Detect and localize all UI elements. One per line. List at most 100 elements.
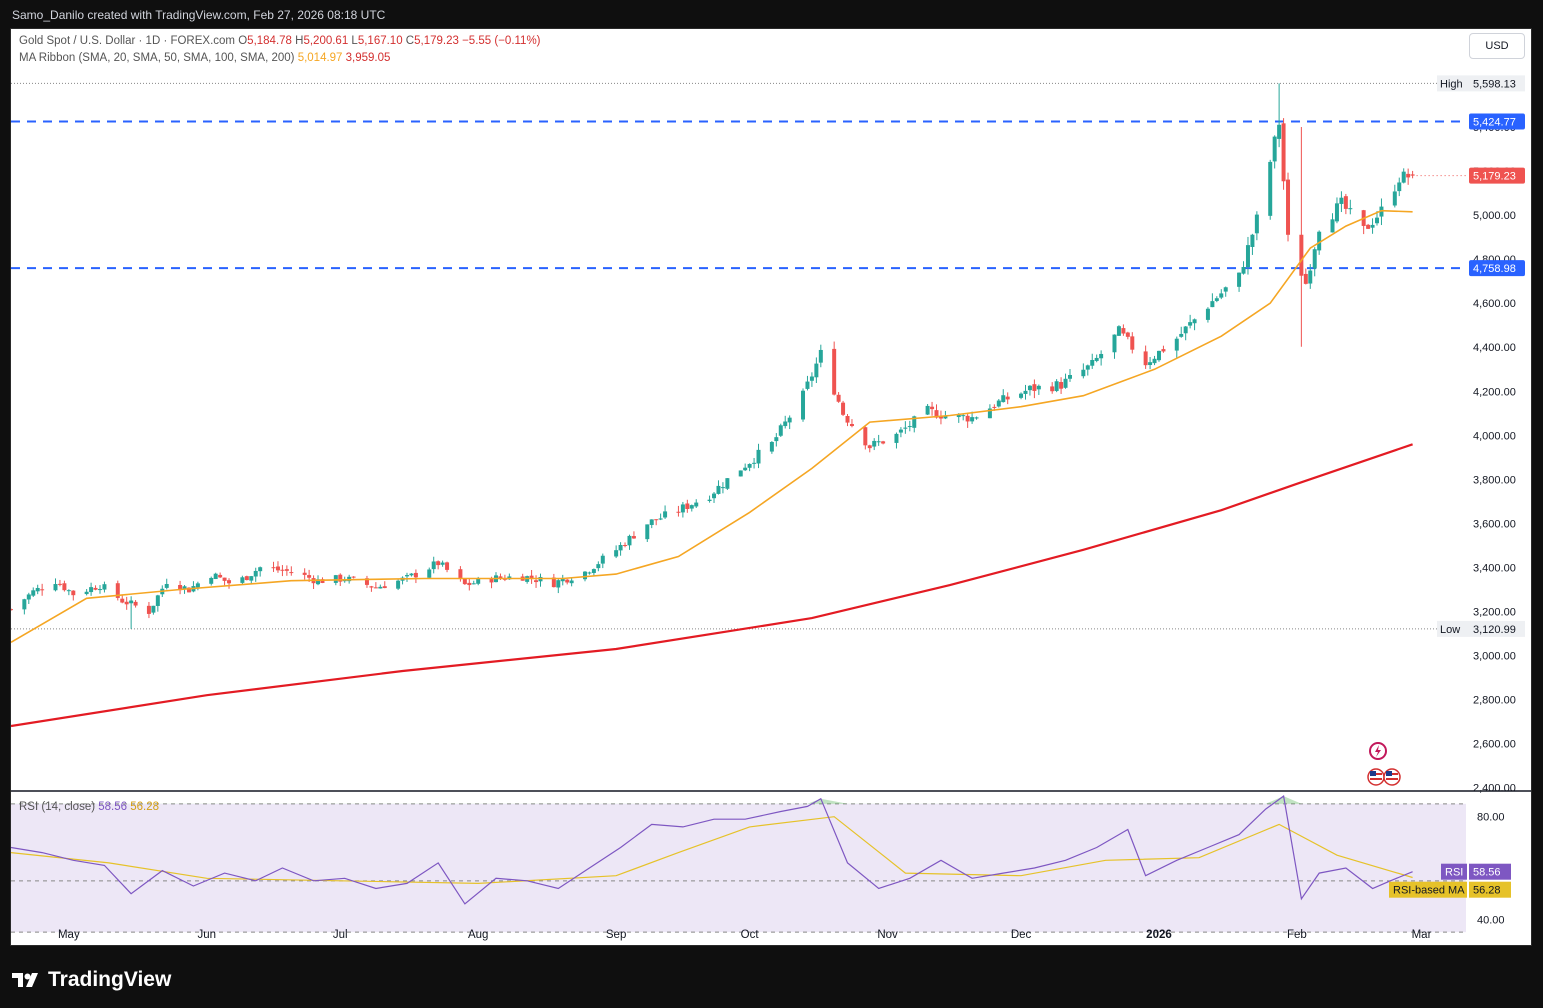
candle-body [832, 348, 837, 395]
rsi-value-label: 58.56 [1473, 867, 1501, 879]
candle-body [685, 503, 690, 510]
candle-body [307, 575, 312, 578]
candle-body [614, 550, 619, 557]
time-axis-label: Jul [333, 929, 348, 941]
candle-body [66, 590, 71, 592]
candle-body [102, 584, 107, 590]
rsi-line [11, 795, 1413, 905]
candle-body [1210, 301, 1215, 308]
candle-body [752, 462, 757, 464]
rsi-overbought-fill [11, 796, 1413, 804]
candle-body [1254, 214, 1259, 234]
candle-body [445, 562, 450, 570]
candle-body [186, 587, 191, 593]
candle-body [458, 569, 463, 579]
candle-body [992, 406, 997, 408]
candle-body [1205, 308, 1210, 320]
time-axis-label: Dec [1011, 929, 1032, 941]
candle-body [689, 505, 694, 509]
candle-body [1299, 234, 1304, 276]
open-label: O [238, 35, 248, 47]
candle-body [907, 426, 912, 428]
candle-body [342, 580, 347, 582]
candle-body [31, 590, 36, 596]
tradingview-logo[interactable]: TradingView [12, 968, 171, 992]
candle-body [738, 470, 743, 477]
candle-body [658, 518, 663, 520]
candle-body [431, 561, 436, 570]
candle-body [1370, 224, 1375, 228]
price-tick-label: 3,000.00 [1473, 651, 1516, 663]
candle-body [849, 424, 854, 427]
candle-body [62, 583, 67, 591]
ma-title: MA Ribbon (SMA, 20, SMA, 50, SMA, 100, S… [19, 52, 295, 64]
change-value: −5.55 (−0.11%) [462, 35, 541, 47]
candle-body [1339, 197, 1344, 204]
event-icons[interactable] [1366, 741, 1402, 791]
candle-body [1281, 123, 1286, 182]
candle-body [930, 406, 935, 410]
us-flag-icon-2[interactable] [1383, 768, 1401, 786]
rsi-ma-name-label: RSI-based MA [1393, 885, 1465, 897]
candle-body [146, 605, 151, 614]
candle-body [258, 567, 263, 572]
rsi-ma-value-tag [1469, 881, 1511, 898]
currency-button[interactable]: USD [1469, 33, 1525, 59]
level-value-resistance: 5,424.77 [1473, 117, 1516, 129]
extreme-value-tag-High [1469, 75, 1525, 92]
low-label: L [351, 35, 358, 47]
candle-body [894, 433, 899, 443]
rsi-band [11, 803, 1466, 933]
candle-body [569, 580, 574, 584]
candle-body [965, 415, 970, 422]
candle-body [1268, 161, 1273, 216]
candle-body [934, 410, 939, 418]
extreme-value-Low: 3,120.99 [1473, 624, 1516, 636]
candle-body [133, 601, 138, 606]
candle-body [97, 589, 102, 591]
time-axis-label: Oct [741, 929, 760, 941]
candle-body [1366, 224, 1371, 229]
candle-body [1063, 378, 1068, 388]
candle-body [716, 485, 721, 494]
last-price-tag [1469, 167, 1525, 184]
us-flag-icon[interactable] [1367, 768, 1385, 786]
candle-body [783, 421, 788, 427]
candle-body [1067, 375, 1072, 379]
candle-body [1214, 298, 1219, 301]
candle-body [1241, 267, 1246, 274]
candle-body [663, 511, 668, 518]
candle-body [1161, 349, 1166, 352]
candle-body [912, 416, 917, 428]
candle-body [1005, 396, 1010, 400]
extreme-name-Low: Low [1440, 624, 1460, 636]
candle-body [253, 570, 258, 577]
candle-body [275, 566, 280, 571]
candle-body [743, 467, 748, 471]
candle-body [1156, 350, 1161, 361]
ma-fast-value: 5,014.97 [297, 52, 343, 64]
candle-body [1121, 328, 1126, 334]
rsi-ma-value-label: 56.28 [1473, 885, 1501, 897]
lightning-event-icon[interactable] [1369, 742, 1387, 760]
candle-body [747, 463, 752, 468]
candle-body [1392, 191, 1397, 206]
candle-body [1223, 287, 1228, 292]
candle-body [462, 578, 467, 585]
candle-body [872, 440, 877, 447]
candle-body [1317, 231, 1322, 251]
sma-20-line [11, 209, 1413, 643]
candle-body [534, 580, 539, 583]
rsi-title: RSI (14, close) [19, 801, 96, 813]
candle-body [498, 576, 503, 579]
candle-body [35, 587, 40, 592]
candle-body [560, 578, 565, 582]
chart-canvas[interactable]: 2,400.00 2,600.00 2,800.00 3,000.00 3,200.00… [11, 29, 1531, 945]
candle-body [631, 536, 636, 539]
candle-body [1237, 272, 1242, 287]
candle-body [378, 586, 383, 589]
candle-body [876, 441, 881, 443]
candle-body [809, 376, 814, 381]
candle-body [213, 573, 218, 580]
extreme-tag-High [1437, 75, 1469, 92]
